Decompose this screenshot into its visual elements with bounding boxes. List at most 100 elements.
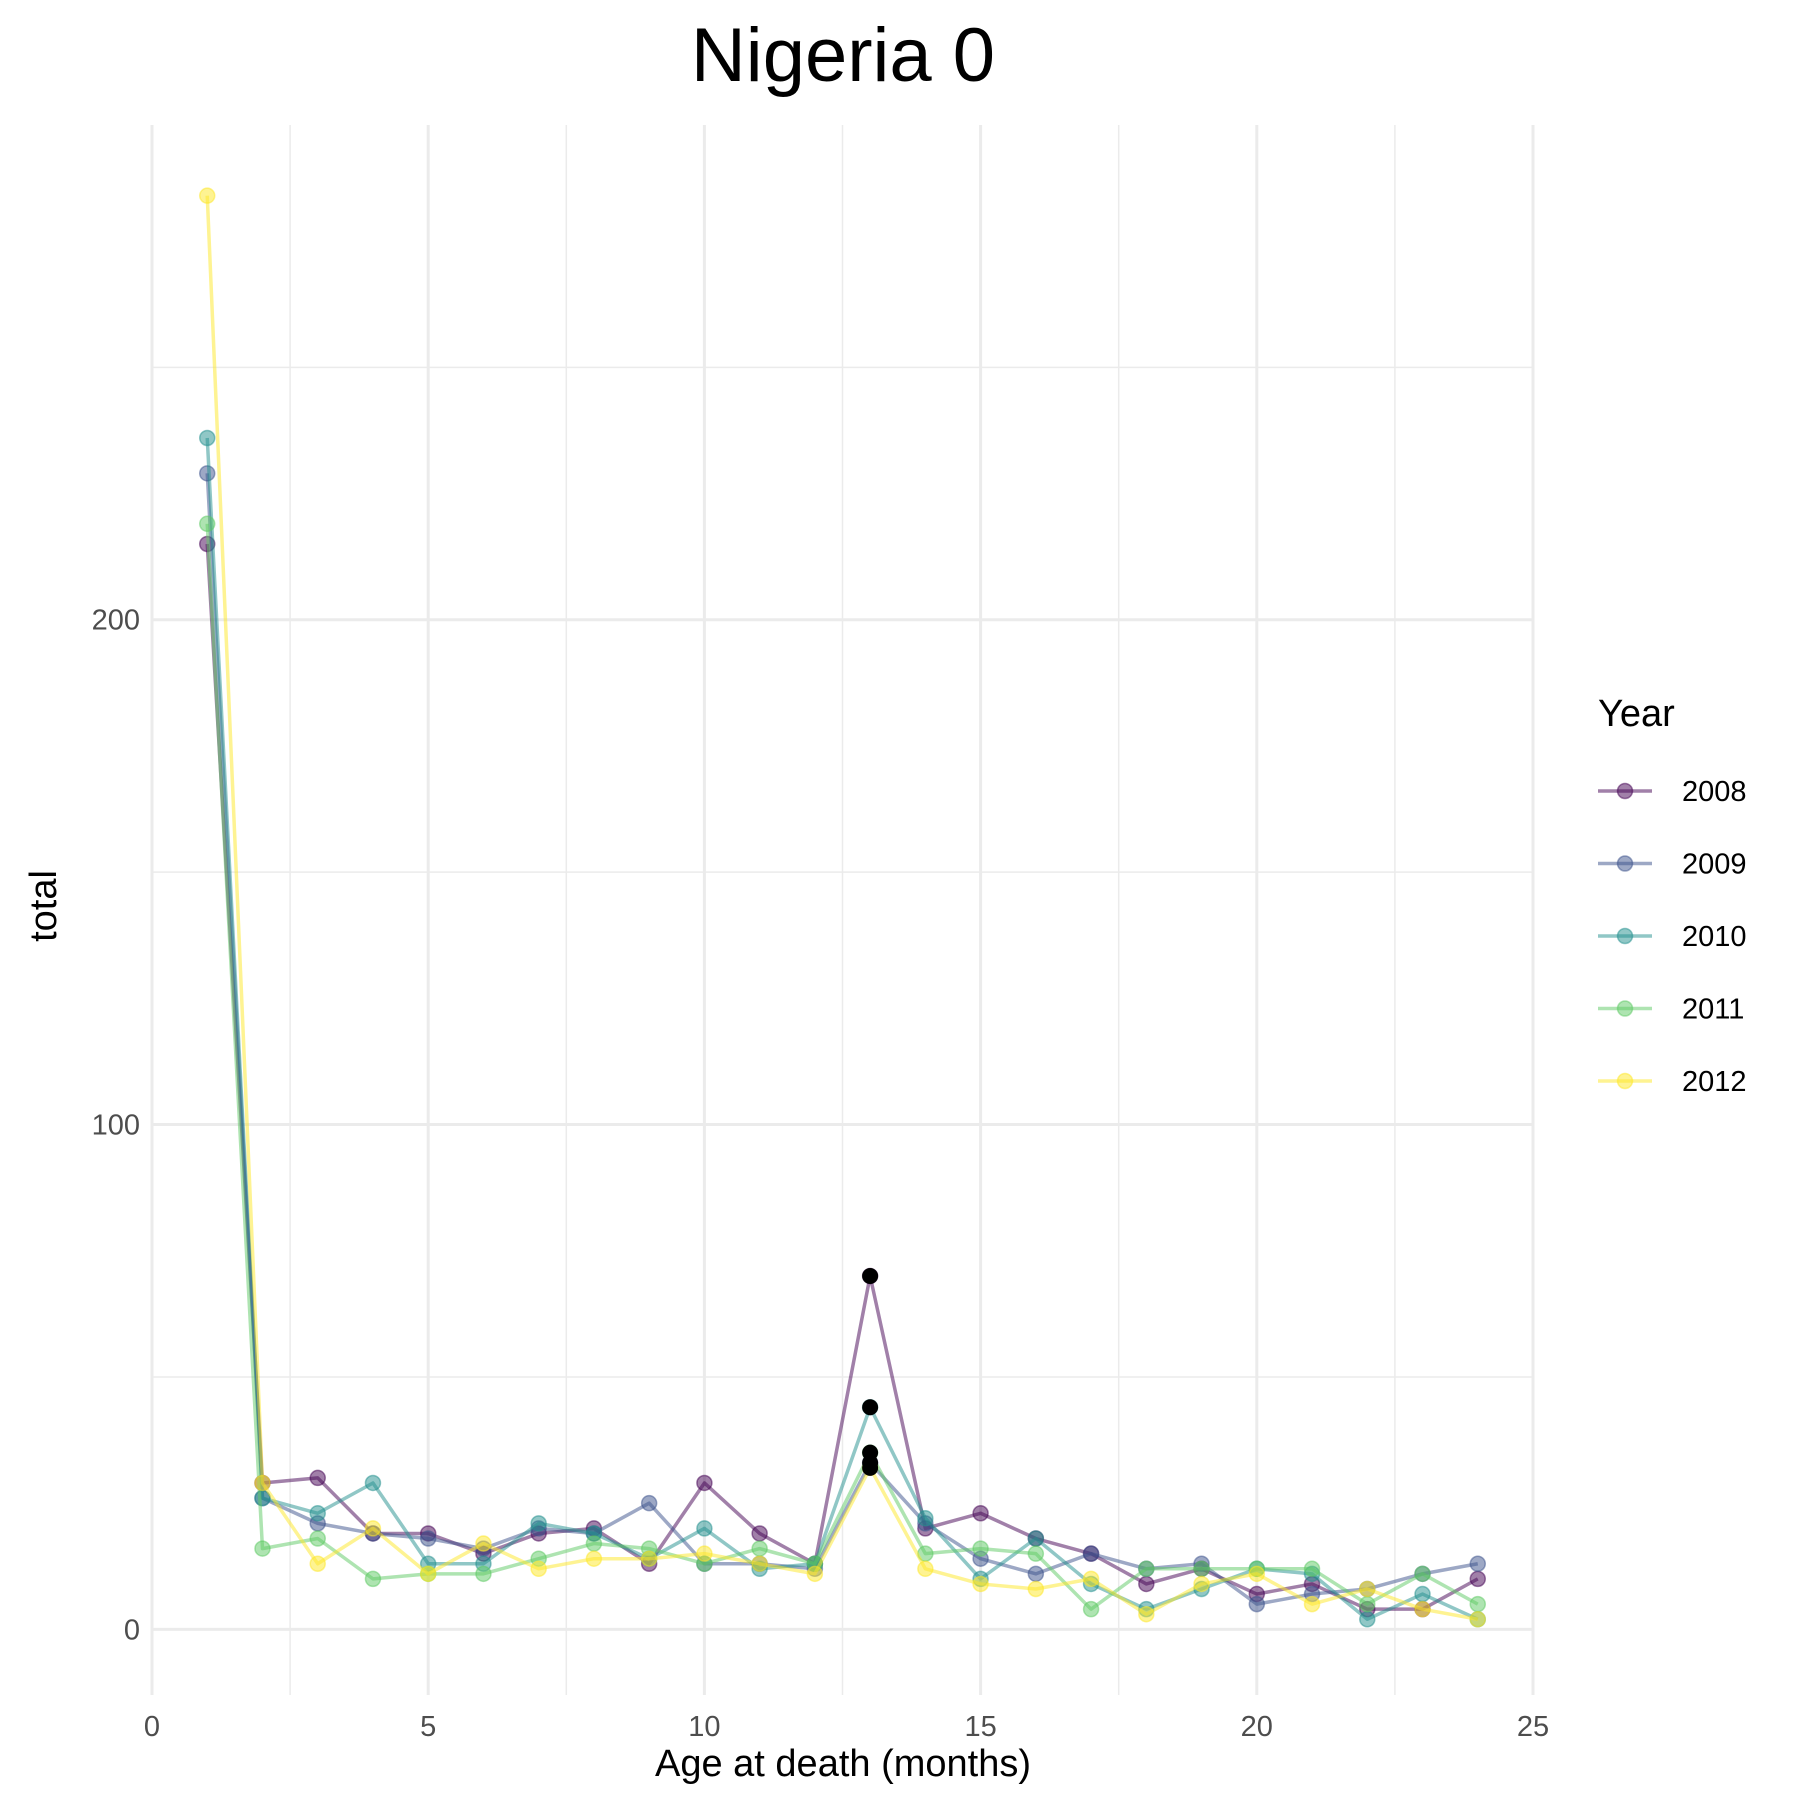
legend-label: 2010: [1682, 921, 1747, 953]
x-tick-label: 25: [1517, 1711, 1549, 1743]
series-layer: [198, 187, 1487, 1628]
legend-title: Year: [1598, 693, 1675, 735]
data-point-2012: [254, 1474, 271, 1492]
data-point-2009: [640, 1494, 658, 1512]
legend-item-2011: 2011: [1598, 994, 1744, 1026]
legend-key-point: [1616, 782, 1634, 800]
x-axis-title: Age at death (months): [655, 1743, 1031, 1785]
x-tick-label: 20: [1241, 1711, 1273, 1743]
data-point-2008: [972, 1505, 989, 1522]
data-point-2010: [530, 1515, 547, 1532]
data-point-2010: [1359, 1611, 1376, 1628]
legend-item-2008: 2008: [1598, 776, 1747, 808]
data-point-2011: [1414, 1565, 1431, 1583]
series-2012: [198, 187, 1487, 1628]
data-point-2011: [364, 1570, 382, 1588]
legend-label: 2012: [1682, 1066, 1747, 1098]
legend-key-point: [1616, 927, 1634, 945]
axes: 0 5 10 15 20 25 0 100 200: [92, 605, 1550, 1743]
data-point-2011: [1303, 1560, 1321, 1578]
data-point-2012: [1248, 1565, 1266, 1583]
data-point-2009: [419, 1530, 437, 1547]
data-point-2010: [309, 1505, 326, 1522]
legend-key-point: [1616, 1072, 1634, 1090]
data-point-2012: [364, 1520, 382, 1537]
data-point-2012: [972, 1575, 989, 1593]
x-tick-label: 0: [144, 1711, 160, 1743]
highlight-layer: [862, 1267, 879, 1476]
data-point-2012: [198, 187, 216, 204]
data-point-2011: [751, 1540, 768, 1557]
data-point-2008: [1138, 1575, 1155, 1593]
data-point-2011: [1027, 1545, 1045, 1562]
legend-label: 2009: [1682, 849, 1747, 881]
data-point-2012: [475, 1535, 492, 1552]
data-point-2012: [1193, 1575, 1210, 1593]
highlighted-point-4: [862, 1459, 879, 1476]
data-point-2009: [1469, 1555, 1487, 1572]
data-point-2012: [585, 1550, 603, 1567]
data-point-2011: [1082, 1600, 1100, 1618]
data-point-2010: [696, 1520, 713, 1537]
data-point-2008: [696, 1474, 713, 1492]
data-point-2012: [1359, 1580, 1376, 1598]
data-point-2012: [806, 1565, 824, 1583]
data-point-2010: [198, 429, 216, 447]
data-point-2012: [1414, 1600, 1431, 1618]
legend-item-2009: 2009: [1598, 849, 1747, 881]
data-point-2012: [530, 1560, 547, 1578]
legend-key-point: [1616, 855, 1634, 872]
data-point-2009: [1027, 1565, 1045, 1583]
data-point-2011: [585, 1535, 603, 1552]
data-point-2012: [1138, 1605, 1155, 1623]
data-point-2012: [1027, 1580, 1045, 1598]
data-point-2008: [309, 1469, 326, 1487]
data-point-2011: [1138, 1560, 1155, 1578]
series-line-2012: [205, 195, 1479, 1621]
legend: Year 2008 2009 2010 2011 2012: [1598, 693, 1747, 1098]
data-point-2011: [1359, 1595, 1376, 1613]
data-point-2012: [1082, 1570, 1100, 1588]
y-tick-label: 100: [92, 1110, 140, 1142]
data-point-2012: [309, 1555, 326, 1572]
data-point-2011: [309, 1530, 326, 1547]
data-point-2011: [1193, 1560, 1210, 1578]
series-line-2009: [205, 473, 1479, 1606]
data-point-2012: [917, 1560, 934, 1578]
data-point-2010: [364, 1474, 382, 1492]
chart-title: Nigeria 0: [691, 13, 995, 98]
data-point-2010: [1027, 1530, 1045, 1547]
grid: [150, 125, 1535, 1695]
data-point-2011: [475, 1565, 492, 1583]
legend-item-2012: 2012: [1598, 1066, 1747, 1098]
data-point-2008: [751, 1525, 768, 1542]
data-point-2011: [254, 1540, 271, 1557]
legend-key-point: [1616, 1000, 1634, 1017]
highlighted-point-1: [862, 1399, 879, 1416]
data-point-2012: [751, 1555, 768, 1572]
data-point-2011: [972, 1540, 989, 1557]
data-point-2009: [1248, 1595, 1266, 1613]
data-point-2010: [1414, 1585, 1431, 1603]
x-tick-label: 10: [688, 1711, 720, 1743]
data-point-2011: [198, 515, 216, 533]
data-point-2010: [917, 1510, 934, 1527]
highlighted-point-0: [862, 1267, 879, 1284]
data-point-2011: [1469, 1595, 1487, 1613]
x-tick-label: 5: [420, 1711, 436, 1743]
data-point-2012: [696, 1545, 713, 1562]
y-tick-label: 200: [92, 605, 140, 637]
x-tick-label: 15: [964, 1711, 996, 1743]
data-point-2012: [640, 1550, 658, 1567]
data-point-2012: [1469, 1611, 1487, 1628]
data-point-2012: [1303, 1595, 1321, 1613]
legend-label: 2011: [1682, 994, 1744, 1026]
data-point-2009: [1082, 1545, 1100, 1562]
data-point-2012: [419, 1565, 437, 1583]
data-point-2008: [1469, 1570, 1487, 1588]
y-tick-label: 0: [124, 1614, 140, 1646]
legend-item-2010: 2010: [1598, 921, 1747, 953]
legend-label: 2008: [1682, 776, 1747, 808]
